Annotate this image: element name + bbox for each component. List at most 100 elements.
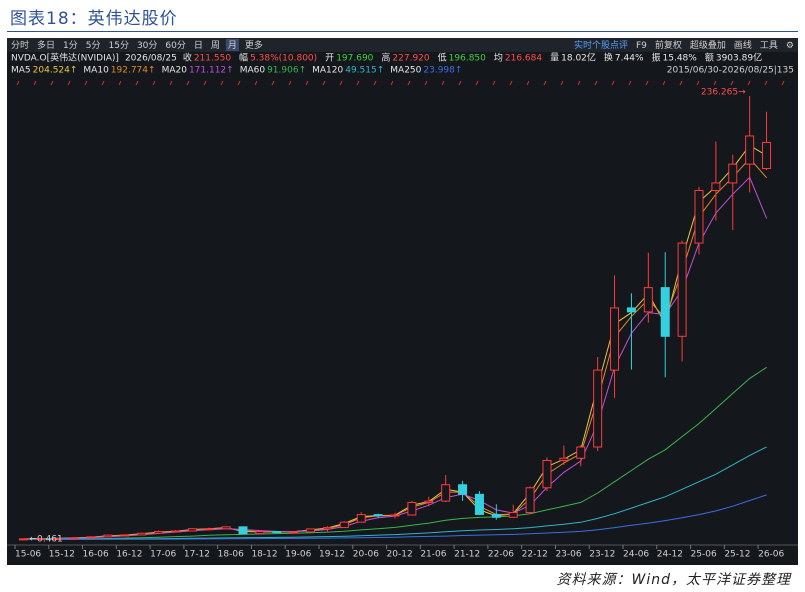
ma-legend-value: 192.774↑ xyxy=(111,66,156,76)
toolbar-button[interactable]: 日 xyxy=(194,40,203,51)
date-range: 2015/06/30-2026/08/25|135 xyxy=(667,66,794,76)
x-tick-label: 24-12 xyxy=(657,550,683,560)
candle-body xyxy=(356,514,366,523)
x-tick-label: 15-12 xyxy=(49,550,75,560)
toolbar-button[interactable]: 实时个股点评 xyxy=(574,39,628,51)
candle-body xyxy=(69,537,79,540)
info-label: 换 xyxy=(604,52,613,64)
info-value: 7.44% xyxy=(615,54,644,64)
ma-line xyxy=(23,494,767,540)
event-marker xyxy=(713,80,717,86)
toolbar-button[interactable]: 前复权 xyxy=(655,39,682,51)
info-label: 开 xyxy=(325,53,334,64)
candle-body xyxy=(289,531,299,534)
event-marker xyxy=(781,80,785,86)
candle-body xyxy=(762,141,772,169)
toolbar-button[interactable]: 工具 xyxy=(760,40,778,51)
candle-body xyxy=(542,460,552,489)
event-marker xyxy=(135,80,139,86)
candle-body xyxy=(474,493,484,515)
event-marker xyxy=(186,80,190,86)
event-marker xyxy=(373,80,377,86)
info-label: 幅 xyxy=(239,52,248,64)
candle-body xyxy=(120,534,130,537)
event-marker xyxy=(441,80,445,86)
ma-legend-value: 204.524↑ xyxy=(33,66,78,76)
event-marker xyxy=(305,80,309,86)
toolbar-button[interactable]: 30分 xyxy=(137,40,157,51)
toolbar-button[interactable]: 周 xyxy=(211,40,220,51)
x-tick-label: 20-12 xyxy=(387,550,413,560)
toolbar-button[interactable]: 5分 xyxy=(86,40,101,51)
toolbar-button[interactable]: 超级叠加 xyxy=(690,39,726,51)
ma-legend-name: MA5 xyxy=(11,66,31,76)
info-label: 额 xyxy=(705,52,714,64)
candle-body xyxy=(660,287,670,337)
event-marker xyxy=(288,80,292,86)
info-value: 15.48% xyxy=(663,54,698,64)
x-tick-label: 20-06 xyxy=(353,550,379,560)
candle-body xyxy=(272,531,282,534)
event-marker xyxy=(628,80,632,86)
x-tick-label: 16-12 xyxy=(116,550,142,560)
candle-body xyxy=(559,457,569,462)
x-tick-label: 23-12 xyxy=(589,550,615,560)
candle-body xyxy=(643,287,653,313)
toolbar-button[interactable]: 60分 xyxy=(165,40,185,51)
event-marker xyxy=(696,80,700,86)
toolbar-button[interactable]: 15分 xyxy=(109,40,129,51)
figure-title: 图表18：英伟达股价 xyxy=(10,9,178,29)
candle-body xyxy=(339,521,349,529)
x-tick-label: 22-12 xyxy=(522,550,548,560)
info-label: 收 xyxy=(183,52,192,64)
x-tick-label: 21-06 xyxy=(420,550,446,560)
info-value: 216.684 xyxy=(505,54,542,64)
toolbar-button[interactable]: 分时 xyxy=(11,39,29,51)
toolbar-button[interactable]: 多日 xyxy=(37,39,55,51)
x-tick-label: 19-12 xyxy=(319,550,345,560)
x-tick-label: 19-06 xyxy=(285,550,311,560)
event-marker xyxy=(764,80,768,86)
toolbar-button[interactable]: 画线 xyxy=(734,39,752,51)
candle-body xyxy=(711,182,721,191)
event-marker xyxy=(475,80,479,86)
candle-body xyxy=(86,536,96,539)
event-marker xyxy=(33,80,37,86)
event-marker xyxy=(526,80,530,86)
toolbar-bg xyxy=(7,38,798,52)
info-label: 均 xyxy=(494,52,503,64)
ma-legend-name: MA10 xyxy=(83,66,109,76)
toolbar-button[interactable]: ⚙ xyxy=(786,41,794,51)
candle-body xyxy=(204,528,214,531)
event-marker xyxy=(16,80,20,86)
candle-body xyxy=(441,484,451,502)
event-marker xyxy=(101,80,105,86)
event-marker xyxy=(458,80,462,86)
toolbar-button[interactable]: 1分 xyxy=(63,40,78,51)
ma-legend-value: 49.515↑ xyxy=(345,66,384,76)
event-marker xyxy=(730,80,734,86)
toolbar-button[interactable]: 月 xyxy=(228,40,237,51)
toolbar-button[interactable]: 更多 xyxy=(245,39,263,51)
candle-body xyxy=(103,534,113,538)
info-value: 18.02亿 xyxy=(561,52,596,64)
x-tick-label: 18-12 xyxy=(251,550,277,560)
candle-body xyxy=(576,446,586,459)
candle-body xyxy=(728,163,738,184)
event-marker xyxy=(169,80,173,86)
event-marker xyxy=(254,80,258,86)
event-marker xyxy=(645,80,649,86)
x-tick-label: 22-06 xyxy=(488,550,514,560)
ma-legend-value: 171.112↑ xyxy=(189,66,234,76)
info-label: 高 xyxy=(381,52,390,64)
toolbar-button[interactable]: F9 xyxy=(636,41,647,51)
event-marker xyxy=(339,80,343,86)
event-marker xyxy=(407,80,411,86)
event-marker xyxy=(543,80,547,86)
event-marker xyxy=(577,80,581,86)
candle-body xyxy=(52,537,62,540)
source-note: 资料来源：Wind，太平洋证券整理 xyxy=(556,572,791,588)
info-label: 低 xyxy=(438,52,447,64)
candle-body xyxy=(306,528,316,533)
